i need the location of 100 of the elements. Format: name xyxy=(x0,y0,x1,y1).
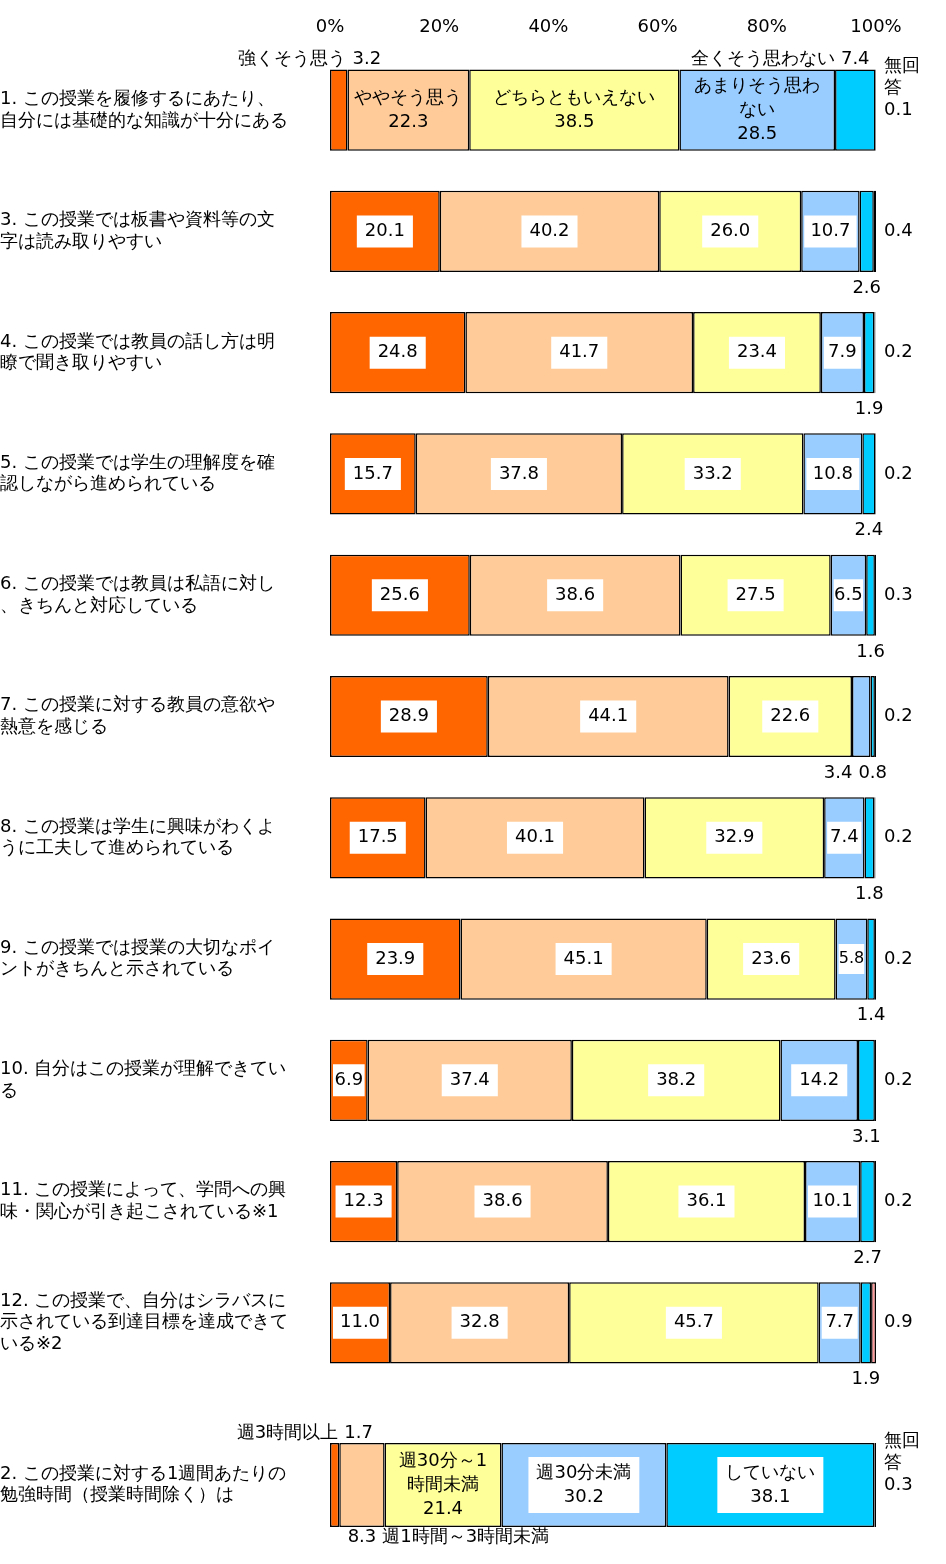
data-label: 33.2 xyxy=(692,461,733,483)
data-label: 6.9 xyxy=(334,1067,364,1089)
data-label: 7.4 xyxy=(840,47,870,69)
data-label: 25.6 xyxy=(379,582,420,604)
data-label: 26.0 xyxy=(710,219,751,241)
data-label: 0.4 xyxy=(884,219,913,241)
series-label: 強くそう思う xyxy=(238,47,347,69)
data-label: 14.2 xyxy=(799,1067,840,1089)
y-tick-label: 2. この授業に対する1週間あたりの勉強時間（授業時間除く）は xyxy=(0,1461,287,1505)
data-label: 41.7 xyxy=(559,340,600,362)
data-label: 20.1 xyxy=(364,219,405,241)
x-tick-label: 0% xyxy=(315,15,345,37)
data-label: 1.9 xyxy=(851,1367,881,1389)
data-label: 1.6 xyxy=(856,639,885,661)
data-label: 22.6 xyxy=(770,704,811,726)
data-label: 38.1 xyxy=(750,1484,791,1506)
data-label: 28.9 xyxy=(388,704,429,726)
data-label: 3.2 xyxy=(352,47,382,69)
data-label: 1.9 xyxy=(854,397,884,419)
data-label: 23.9 xyxy=(375,946,416,968)
data-label: 1.7 xyxy=(344,1420,373,1442)
data-label: 0.2 xyxy=(884,1189,913,1211)
x-tick-label: 40% xyxy=(528,15,569,37)
data-label: 12.3 xyxy=(343,1189,384,1211)
series-label: 週3時間以上 xyxy=(236,1420,339,1442)
data-label: 23.6 xyxy=(751,946,792,968)
data-label: 0.2 xyxy=(884,461,913,483)
data-label: 45.1 xyxy=(563,946,604,968)
series-label: 無回答 xyxy=(884,53,920,97)
data-label: 21.4 xyxy=(422,1496,464,1518)
x-tick-label: 80% xyxy=(746,15,787,37)
data-label: 11.0 xyxy=(339,1310,381,1332)
data-label: 38.5 xyxy=(554,109,595,131)
x-tick-label: 60% xyxy=(637,15,678,37)
y-tick-label: 7. この授業に対する教員の意欲や熱意を感じる xyxy=(0,693,275,736)
data-label: 28.5 xyxy=(737,121,778,143)
data-label: 0.2 xyxy=(884,704,913,726)
data-label: 45.7 xyxy=(673,1310,714,1332)
data-label: 0.2 xyxy=(884,340,913,362)
data-label: 32.8 xyxy=(459,1310,500,1332)
data-label: 22.3 xyxy=(388,109,429,131)
y-tick-label: 5. この授業では学生の理解度を確認しながら進められている xyxy=(0,450,275,494)
data-label: 0.2 xyxy=(884,946,913,968)
y-tick-label: 9. この授業では授業の大切なポイントがきちんと示されている xyxy=(0,935,275,979)
data-label: 0.3 xyxy=(884,582,913,604)
data-label: 7.7 xyxy=(825,1310,855,1332)
data-label: 0.1 xyxy=(884,97,913,119)
data-label: 1.4 xyxy=(856,1003,886,1025)
data-label: 2.4 xyxy=(854,518,884,540)
data-label: 27.5 xyxy=(735,582,776,604)
data-label: 30.2 xyxy=(563,1484,604,1506)
series-label: あまりそう思わない xyxy=(694,73,821,119)
data-label: 0.8 xyxy=(858,760,888,782)
data-label: 23.4 xyxy=(736,340,778,362)
data-label: 2.7 xyxy=(853,1245,882,1267)
data-label: 0.2 xyxy=(884,825,913,847)
series-label: 全くそう思わない xyxy=(690,47,835,69)
data-label: 8.3 xyxy=(347,1524,377,1546)
y-tick-label: 3. この授業では板書や資料等の文字は読み取りやすい xyxy=(0,208,275,251)
data-label: 17.5 xyxy=(357,825,398,847)
data-label: 7.9 xyxy=(828,340,857,362)
series-label: 無回答 xyxy=(884,1428,920,1472)
series-label: どちらともいえない xyxy=(493,85,656,107)
x-tick-label: 20% xyxy=(419,15,460,37)
x-tick-label: 100% xyxy=(850,15,902,37)
series-label: していない xyxy=(725,1460,816,1482)
data-label: 0.2 xyxy=(884,1067,913,1089)
data-label: 38.6 xyxy=(482,1189,523,1211)
series-label: ややそう思う xyxy=(354,85,463,107)
y-tick-label: 11. この授業によって、学問への興味・関心が引き起こされている※1 xyxy=(0,1178,287,1221)
data-label: 10.1 xyxy=(812,1189,853,1211)
data-label: 5.8 xyxy=(838,948,865,968)
data-label: 3.1 xyxy=(852,1124,881,1146)
y-tick-label: 6. この授業では教員は私語に対し、きちんと対応している xyxy=(0,572,275,615)
data-label: 37.8 xyxy=(498,461,539,483)
data-label: 38.6 xyxy=(555,582,596,604)
data-label: 1.8 xyxy=(855,882,884,904)
data-label: 36.1 xyxy=(686,1189,727,1211)
data-label: 10.8 xyxy=(812,461,853,483)
data-label: 0.9 xyxy=(884,1310,913,1332)
data-label: 7.4 xyxy=(830,825,859,847)
y-tick-label: 10. 自分はこの授業が理解できている xyxy=(0,1057,287,1100)
series-label: 週30分未満 xyxy=(536,1460,632,1482)
y-tick-label: 8. この授業は学生に興味がわくように工夫して進められている xyxy=(0,814,275,858)
data-label: 32.9 xyxy=(714,825,755,847)
data-label: 3.4 xyxy=(823,760,853,782)
data-label: 15.7 xyxy=(352,461,393,483)
series-label: 週1時間～3時間未満 xyxy=(382,1524,550,1546)
data-label: 40.1 xyxy=(514,825,556,847)
data-label: 38.2 xyxy=(656,1067,697,1089)
data-label: 0.3 xyxy=(884,1472,913,1494)
data-label: 40.2 xyxy=(529,219,570,241)
y-tick-label: 4. この授業では教員の話し方は明瞭で聞き取りやすい xyxy=(0,329,275,373)
series-label: 週30分～1時間未満 xyxy=(398,1448,488,1494)
y-tick-label: 1. この授業を履修するにあたり、自分には基礎的な知識が十分にある xyxy=(0,87,288,130)
data-label: 6.5 xyxy=(834,582,863,604)
data-label: 10.7 xyxy=(810,219,851,241)
data-label: 37.4 xyxy=(449,1067,490,1089)
data-label: 2.6 xyxy=(852,275,882,297)
data-label: 44.1 xyxy=(588,704,629,726)
